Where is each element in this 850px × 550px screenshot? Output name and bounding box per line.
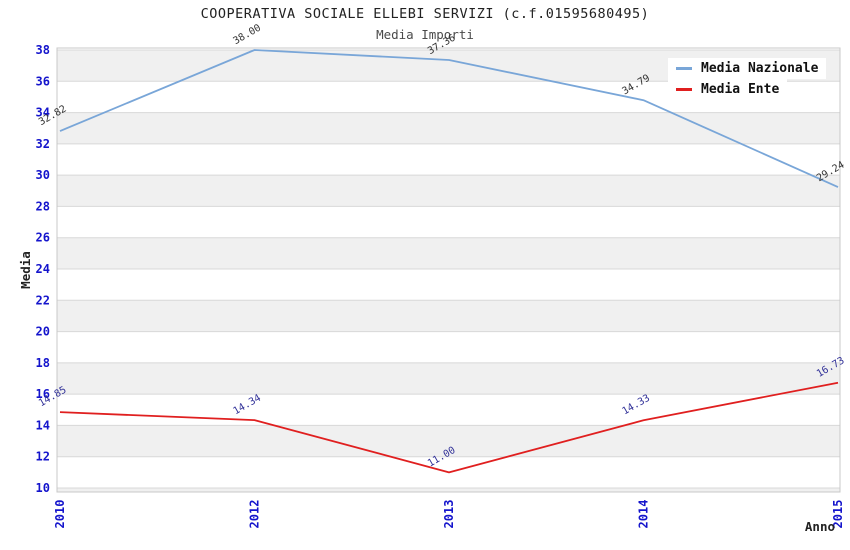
y-tick-label: 28 [36, 199, 50, 213]
plot-band [57, 394, 840, 426]
y-tick-label: 34 [36, 106, 50, 120]
plot-band [57, 300, 840, 332]
y-tick-label: 10 [36, 481, 50, 495]
y-tick-label: 14 [36, 418, 50, 432]
y-tick-label: 16 [36, 387, 50, 401]
legend-item-media-nazionale: Media Nazionale [668, 58, 827, 79]
plot-band [57, 48, 840, 50]
legend-item-media-ente: Media Ente [668, 79, 788, 100]
plot-border [56, 47, 841, 493]
plot-band [57, 175, 840, 207]
x-tick-label: 2014 [637, 500, 651, 529]
x-tick-label: 2012 [248, 500, 262, 529]
plot-band [57, 331, 840, 363]
plot-band [57, 269, 840, 301]
chart-subtitle: Media Importi [376, 27, 474, 42]
x-axis-title: Anno [805, 519, 835, 534]
y-tick-label: 12 [36, 450, 50, 464]
plot-band [57, 206, 840, 238]
data-label: 38.00 [231, 23, 263, 48]
legend-label-media-nazionale: Media Nazionale [701, 61, 819, 76]
legend-swatch-media-nazionale-icon [676, 67, 692, 70]
y-axis-title: Media [18, 251, 33, 289]
plot-band [57, 112, 840, 144]
plot-band [57, 488, 840, 492]
x-tick-label: 2010 [53, 500, 67, 529]
plot-band [57, 362, 840, 395]
x-tick-label: 2013 [442, 500, 456, 529]
legend-label-media-ente: Media Ente [701, 82, 780, 97]
y-tick-label: 30 [36, 168, 50, 182]
y-tick-label: 36 [36, 74, 50, 88]
y-tick-label: 26 [36, 231, 50, 245]
y-tick-label: 38 [36, 43, 50, 57]
y-tick-label: 32 [36, 137, 50, 151]
plot-band [57, 425, 840, 457]
legend-swatch-media-ente-icon [676, 88, 692, 91]
y-tick-label: 24 [36, 262, 50, 276]
chart-title: COOPERATIVA SOCIALE ELLEBI SERVIZI (c.f.… [200, 6, 650, 22]
plot-band [57, 143, 840, 176]
y-tick-label: 20 [36, 325, 50, 339]
legend: Media Nazionale Media Ente [668, 58, 827, 100]
y-tick-label: 22 [36, 293, 50, 307]
series-line-media-ente [59, 381, 839, 474]
plot-band [57, 237, 840, 269]
series-line-media-nazionale [59, 49, 839, 188]
x-tick-label: 2015 [831, 500, 845, 529]
y-tick-label: 18 [36, 356, 50, 370]
